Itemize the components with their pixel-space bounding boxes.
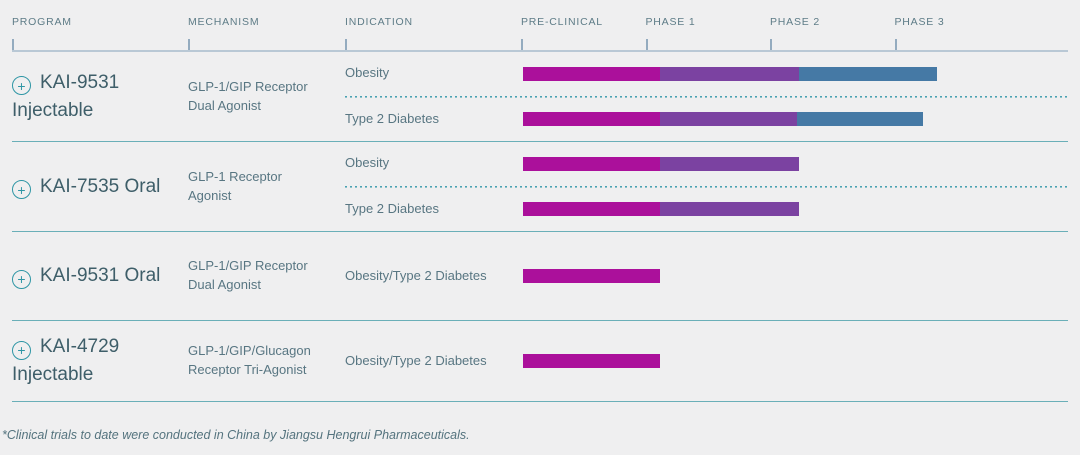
program-name: + KAI-9531 Oral <box>12 262 160 290</box>
program-row-kai-9531-injectable: + KAI-9531 Injectable GLP-1/GIP Receptor … <box>12 52 1068 142</box>
program-cell: + KAI-4729 Injectable <box>12 321 188 401</box>
column-header-mechanism: MECHANISM <box>188 0 345 50</box>
program-cell: + KAI-9531 Injectable <box>12 52 188 141</box>
entries-cell: Obesity/Type 2 Diabetes <box>345 232 1068 320</box>
mechanism-label: GLP-1/GIP/Glucagon Receptor Tri-Agonist <box>188 343 311 377</box>
column-header-program: PROGRAM <box>12 0 188 50</box>
column-header-preclinical: PRE-CLINICAL <box>521 0 646 50</box>
program-row-kai-4729-injectable: + KAI-4729 Injectable GLP-1/GIP/Glucagon … <box>12 321 1068 402</box>
bar-segment-blue <box>798 66 937 81</box>
entries-cell: Obesity Type 2 Diabetes <box>345 52 1068 141</box>
indication-label: Type 2 Diabetes <box>345 200 439 216</box>
mechanism-label: GLP-1/GIP Receptor Dual Agonist <box>188 78 308 113</box>
mechanism-cell: GLP-1/GIP/Glucagon Receptor Tri-Agonist <box>188 321 345 401</box>
phase-progress-bar <box>521 112 1068 127</box>
indication-label: Type 2 Diabetes <box>345 110 439 126</box>
expand-plus-icon[interactable]: + <box>12 76 31 96</box>
bar-segment-purple <box>660 202 799 217</box>
mechanism-cell: GLP-1/GIP Receptor Dual Agonist <box>188 52 345 141</box>
program-name-label: KAI-4729 Injectable <box>12 336 120 385</box>
program-cell: + KAI-7535 Oral <box>12 142 188 231</box>
program-row-kai-9531-oral: + KAI-9531 Oral GLP-1/GIP Receptor Dual A… <box>12 232 1068 321</box>
expand-plus-icon[interactable]: + <box>12 269 31 289</box>
indication-entry: Type 2 Diabetes <box>345 188 1068 232</box>
expand-plus-icon[interactable]: + <box>12 340 31 360</box>
indication-entry: Obesity/Type 2 Diabetes <box>345 254 1068 298</box>
bar-segment-magenta <box>523 202 661 217</box>
program-name: + KAI-4729 Injectable <box>12 333 188 388</box>
bar-segment-magenta <box>523 112 661 127</box>
program-row-kai-7535-oral: + KAI-7535 Oral GLP-1 Receptor Agonist Ob… <box>12 142 1068 232</box>
indication-label: Obesity <box>345 65 390 81</box>
bar-segment-magenta <box>523 354 661 368</box>
program-name: + KAI-9531 Injectable <box>12 69 188 124</box>
phase-progress-bar <box>521 66 1068 81</box>
indication-label: Obesity/Type 2 Diabetes <box>345 267 487 283</box>
program-cell: + KAI-9531 Oral <box>12 232 188 320</box>
entries-cell: Obesity Type 2 Diabetes <box>345 142 1068 231</box>
mechanism-label: GLP-1 Receptor Agonist <box>188 168 282 203</box>
phase-progress-bar <box>521 269 1068 283</box>
indication-entry: Obesity <box>345 52 1068 96</box>
phase-progress-bar <box>521 202 1068 217</box>
mechanism-cell: GLP-1 Receptor Agonist <box>188 142 345 231</box>
program-name-label: KAI-9531 Injectable <box>12 71 120 121</box>
indication-label: Obesity/Type 2 Diabetes <box>345 352 487 368</box>
indication-entry: Obesity <box>345 142 1068 186</box>
mechanism-label: GLP-1/GIP Receptor Dual Agonist <box>188 258 308 292</box>
program-name-label: KAI-7535 Oral <box>40 175 161 197</box>
bar-segment-magenta <box>523 66 661 81</box>
indication-entry: Type 2 Diabetes <box>345 98 1068 142</box>
column-header-phase3: PHASE 3 <box>894 0 1069 50</box>
bar-segment-magenta <box>523 156 661 171</box>
indication-label: Obesity <box>345 155 390 171</box>
bar-segment-purple <box>660 66 799 81</box>
expand-plus-icon[interactable]: + <box>12 180 31 200</box>
dashed-divider <box>345 185 1068 188</box>
phase-progress-bar <box>521 156 1068 171</box>
phase-progress-bar <box>521 354 1068 368</box>
bar-segment-magenta <box>523 269 661 283</box>
program-name: + KAI-7535 Oral <box>12 173 160 201</box>
footnote: *Clinical trials to date were conducted … <box>2 428 470 442</box>
column-header-phase2: PHASE 2 <box>770 0 895 50</box>
entries-cell: Obesity/Type 2 Diabetes <box>345 321 1068 401</box>
dashed-divider <box>345 95 1068 98</box>
mechanism-cell: GLP-1/GIP Receptor Dual Agonist <box>188 232 345 320</box>
bar-segment-purple <box>660 156 799 171</box>
column-header-phase1: PHASE 1 <box>645 0 771 50</box>
column-header-indication: INDICATION <box>345 0 521 50</box>
program-name-label: KAI-9531 Oral <box>40 265 161 287</box>
column-header-row: PROGRAM MECHANISM INDICATION PRE-CLINICA… <box>12 0 1068 52</box>
indication-entry: Obesity/Type 2 Diabetes <box>345 339 1068 383</box>
bar-segment-blue <box>797 112 924 127</box>
bar-segment-purple <box>660 112 798 127</box>
